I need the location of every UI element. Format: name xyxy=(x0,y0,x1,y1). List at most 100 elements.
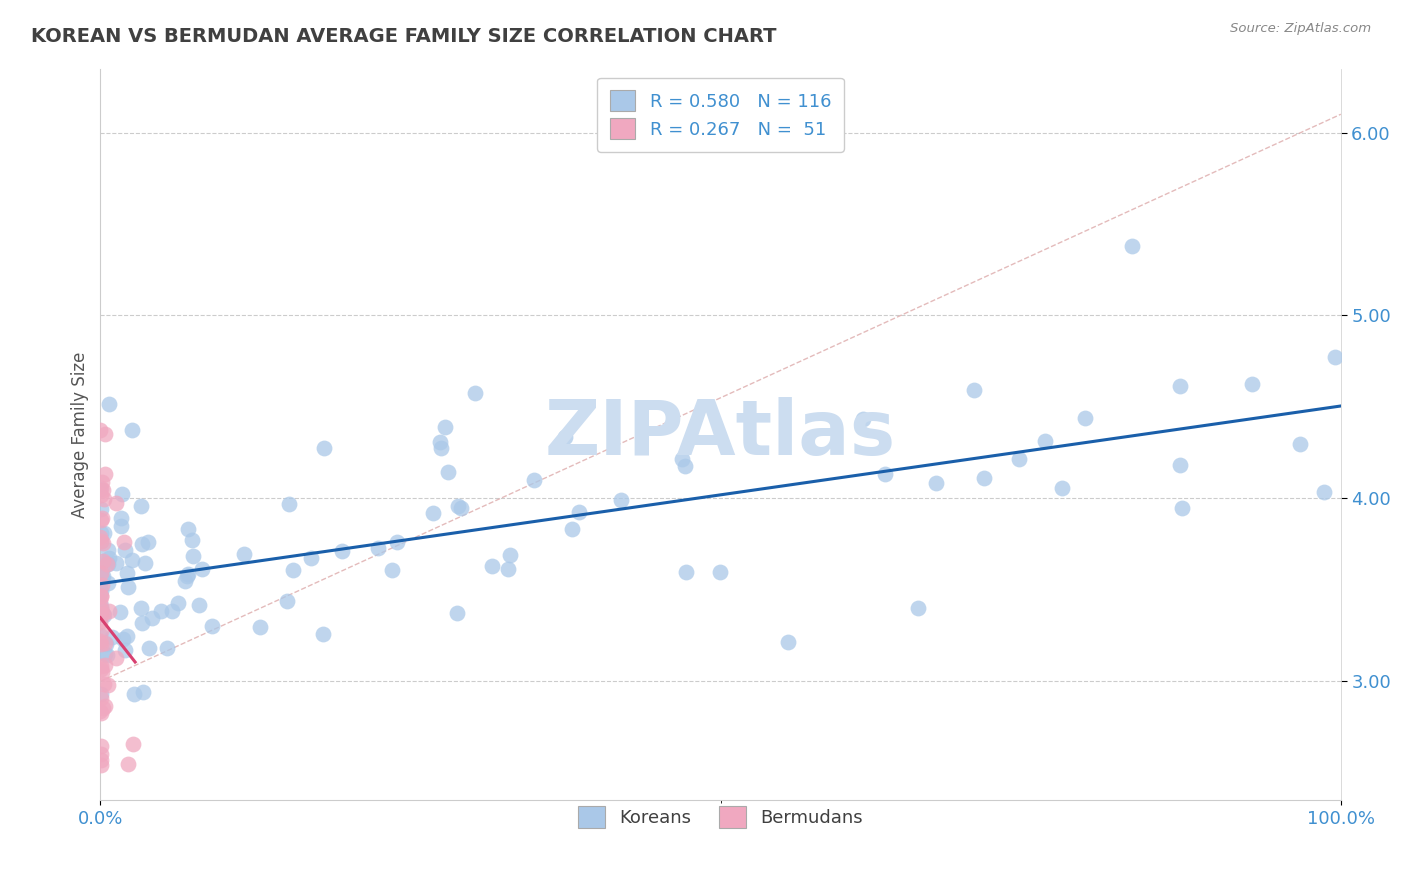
Point xyxy=(98,604,121,618)
Point xyxy=(91,536,114,550)
Point xyxy=(174,574,197,589)
Point xyxy=(94,698,117,713)
Point xyxy=(129,499,152,513)
Point xyxy=(98,550,121,565)
Point xyxy=(93,569,115,583)
Point xyxy=(97,542,120,557)
Point xyxy=(925,475,948,490)
Point xyxy=(89,574,111,589)
Point xyxy=(96,558,118,572)
Point xyxy=(330,544,353,558)
Point xyxy=(89,483,111,497)
Point xyxy=(312,626,335,640)
Point xyxy=(671,451,693,466)
Point xyxy=(177,566,200,581)
Point xyxy=(90,599,112,613)
Point xyxy=(446,606,468,620)
Point xyxy=(141,611,163,625)
Point xyxy=(96,648,118,662)
Point xyxy=(114,535,136,549)
Point xyxy=(90,525,112,540)
Point xyxy=(429,435,451,450)
Point xyxy=(1240,377,1263,392)
Text: Source: ZipAtlas.com: Source: ZipAtlas.com xyxy=(1230,22,1371,36)
Point xyxy=(464,386,486,401)
Point xyxy=(132,685,155,699)
Point xyxy=(93,608,115,623)
Point xyxy=(97,576,120,591)
Point xyxy=(89,554,111,568)
Point xyxy=(89,628,111,642)
Point xyxy=(568,505,591,519)
Point xyxy=(249,620,271,634)
Point xyxy=(89,615,111,629)
Point xyxy=(131,537,153,551)
Point xyxy=(166,596,188,610)
Point xyxy=(94,637,117,651)
Point xyxy=(381,563,404,577)
Point xyxy=(98,396,121,410)
Point xyxy=(429,441,451,455)
Point xyxy=(105,495,128,509)
Point xyxy=(90,533,112,548)
Point xyxy=(117,580,139,594)
Legend: Koreans, Bermudans: Koreans, Bermudans xyxy=(571,798,870,835)
Point xyxy=(94,636,117,650)
Point xyxy=(523,473,546,487)
Point xyxy=(90,589,112,603)
Point xyxy=(481,559,503,574)
Point xyxy=(554,429,576,443)
Point xyxy=(89,637,111,651)
Point xyxy=(90,739,112,753)
Point xyxy=(90,589,112,603)
Point xyxy=(90,566,112,580)
Point xyxy=(90,758,112,772)
Point xyxy=(963,383,986,397)
Point xyxy=(1170,500,1192,515)
Point xyxy=(90,706,112,721)
Point xyxy=(90,534,112,549)
Point xyxy=(110,510,132,524)
Point xyxy=(108,605,131,619)
Point xyxy=(93,677,115,691)
Point xyxy=(89,423,111,437)
Point xyxy=(181,549,204,563)
Point xyxy=(91,483,114,497)
Point xyxy=(191,562,214,576)
Point xyxy=(276,594,298,608)
Point xyxy=(90,691,112,706)
Text: ZIPAtlas: ZIPAtlas xyxy=(546,397,896,471)
Point xyxy=(114,642,136,657)
Point xyxy=(90,607,112,621)
Point xyxy=(312,441,335,455)
Point xyxy=(111,487,134,501)
Point xyxy=(122,687,145,701)
Point xyxy=(1168,458,1191,473)
Point xyxy=(90,601,112,615)
Point xyxy=(90,475,112,490)
Point xyxy=(446,499,468,513)
Point xyxy=(104,651,127,665)
Point xyxy=(114,543,136,558)
Point xyxy=(89,704,111,718)
Point xyxy=(89,587,111,601)
Point xyxy=(121,423,143,437)
Point xyxy=(232,548,254,562)
Point xyxy=(561,522,583,536)
Point xyxy=(122,737,145,751)
Point xyxy=(1324,350,1347,364)
Point xyxy=(96,678,118,692)
Point xyxy=(90,583,112,598)
Point xyxy=(131,616,153,631)
Point xyxy=(187,598,209,612)
Point xyxy=(90,482,112,496)
Point xyxy=(93,525,115,540)
Point xyxy=(134,556,156,570)
Point xyxy=(367,541,389,556)
Point xyxy=(89,530,111,544)
Point xyxy=(110,519,132,533)
Point xyxy=(94,657,117,672)
Point xyxy=(115,566,138,581)
Point xyxy=(94,427,117,442)
Point xyxy=(90,659,112,673)
